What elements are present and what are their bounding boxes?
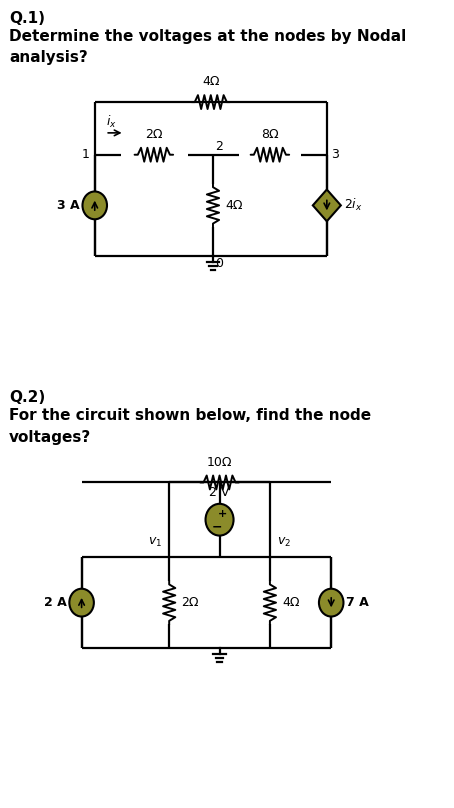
- Text: 3: 3: [331, 148, 339, 162]
- Text: $v_1$: $v_1$: [148, 536, 162, 549]
- Text: +: +: [217, 509, 227, 519]
- Circle shape: [69, 589, 94, 617]
- Text: 2Ω: 2Ω: [145, 128, 163, 141]
- Text: $v_2$: $v_2$: [277, 536, 291, 549]
- Text: 2$i_x$: 2$i_x$: [344, 197, 363, 213]
- Text: 2Ω: 2Ω: [182, 596, 199, 609]
- Text: 8Ω: 8Ω: [261, 128, 279, 141]
- Circle shape: [83, 191, 107, 219]
- Text: voltages?: voltages?: [9, 430, 91, 445]
- Text: 1: 1: [82, 148, 89, 162]
- Circle shape: [319, 589, 344, 617]
- Text: Q.1): Q.1): [9, 11, 45, 26]
- Text: For the circuit shown below, find the node: For the circuit shown below, find the no…: [9, 408, 371, 423]
- Text: 2 V: 2 V: [209, 486, 230, 499]
- Text: Q.2): Q.2): [9, 390, 45, 405]
- Text: −: −: [212, 520, 222, 533]
- Text: 3 A: 3 A: [57, 199, 80, 212]
- Text: 2 A: 2 A: [44, 596, 67, 609]
- Text: 7 A: 7 A: [346, 596, 369, 609]
- Text: 4Ω: 4Ω: [282, 596, 300, 609]
- Circle shape: [206, 504, 233, 536]
- Text: 4Ω: 4Ω: [225, 199, 243, 212]
- Text: 2: 2: [216, 141, 223, 154]
- Polygon shape: [313, 190, 341, 221]
- Text: Determine the voltages at the nodes by Nodal: Determine the voltages at the nodes by N…: [9, 28, 406, 44]
- Text: analysis?: analysis?: [9, 50, 88, 65]
- Text: 0: 0: [216, 258, 224, 271]
- Text: 10Ω: 10Ω: [207, 456, 232, 469]
- Text: 4Ω: 4Ω: [202, 75, 220, 88]
- Text: $i_x$: $i_x$: [106, 114, 117, 130]
